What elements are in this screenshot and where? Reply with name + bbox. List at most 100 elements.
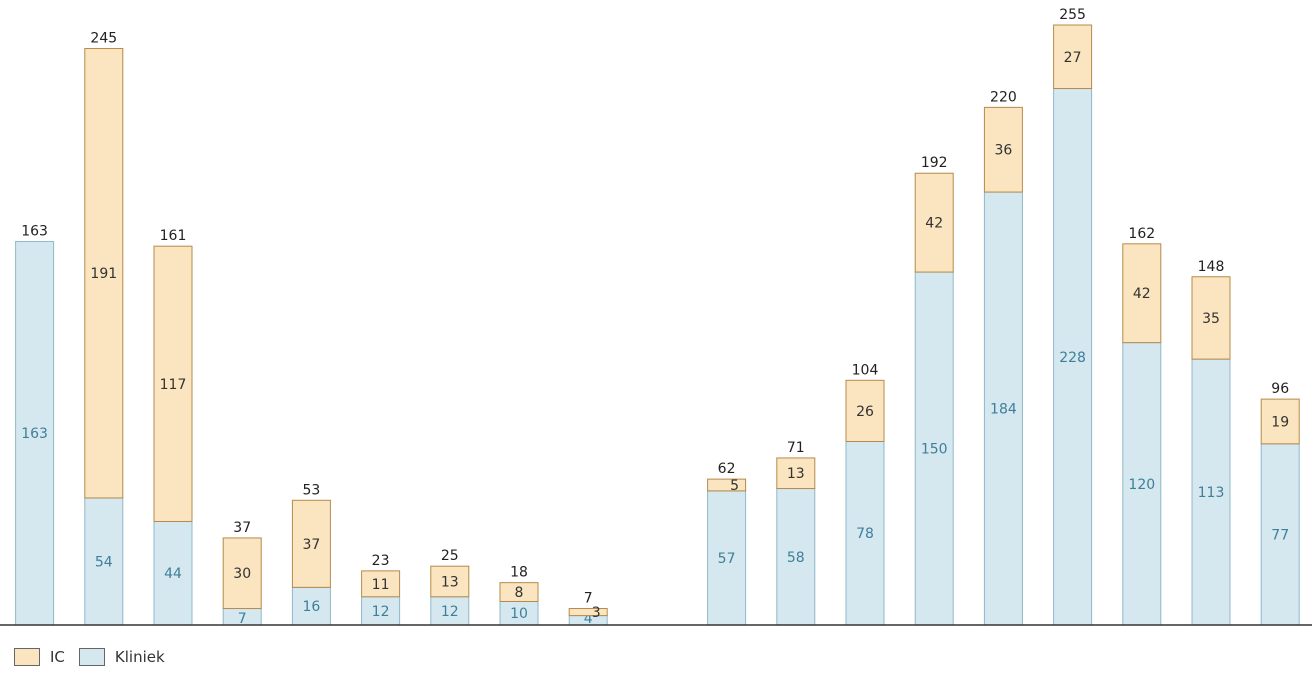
bar-label-ic-18: 19 (1271, 414, 1289, 430)
bar-label-ic-7: 8 (515, 585, 524, 601)
bar-label-kliniek-4: 16 (302, 599, 320, 615)
legend-label-kliniek: Kliniek (114, 648, 165, 666)
bar-total-label-7: 18 (510, 565, 528, 581)
bar-kliniek-1 (84, 497, 124, 626)
legend-swatch-kliniek (78, 648, 105, 666)
bar-label-kliniek-3: 7 (238, 611, 247, 627)
bar-ic-1 (84, 48, 124, 499)
bar-total-label-5: 23 (372, 553, 390, 569)
bar-label-kliniek-8: 4 (584, 611, 593, 627)
bar-ic-4 (291, 499, 331, 588)
bar-kliniek-13 (914, 271, 954, 626)
bar-total-label-2: 161 (160, 228, 187, 244)
bar-total-label-3: 37 (233, 520, 251, 536)
bar-label-ic-5: 11 (372, 577, 390, 593)
bar-label-kliniek-10: 57 (718, 551, 736, 567)
bar-kliniek-0 (15, 240, 55, 626)
bar-label-ic-4: 37 (302, 537, 320, 553)
bar-total-label-18: 96 (1271, 381, 1289, 397)
bar-total-label-15: 255 (1059, 7, 1086, 23)
bar-label-ic-11: 13 (787, 466, 805, 482)
bar-label-ic-1: 191 (90, 266, 117, 282)
x-tick-label-17: Week 46 (1183, 639, 1239, 640)
x-tick-label-13: Week 42 (906, 639, 962, 640)
bar-ic-15 (1053, 24, 1093, 90)
bar-total-label-16: 162 (1128, 226, 1155, 242)
x-tick-label-8: Week 21 (560, 639, 616, 640)
x-tick-label-1: Week 14 (76, 639, 132, 640)
bar-label-kliniek-18: 77 (1271, 527, 1289, 543)
bar-label-ic-14: 36 (994, 143, 1012, 159)
bar-kliniek-11 (776, 488, 816, 626)
x-tick-label-3: Week 16 (214, 639, 270, 640)
bar-label-kliniek-2: 44 (164, 566, 182, 582)
x-tick-label-5: Week 18 (352, 639, 408, 640)
x-tick-label-12: Week 41 (837, 639, 893, 640)
bar-total-label-1: 245 (90, 31, 117, 47)
bar-label-kliniek-12: 78 (856, 526, 874, 542)
x-tick-label-0: Week 13 (6, 639, 62, 640)
bar-total-label-13: 192 (921, 155, 948, 171)
bar-ic-5 (361, 570, 401, 598)
bar-label-kliniek-17: 113 (1198, 485, 1225, 501)
bar-label-ic-3: 30 (233, 566, 251, 582)
bar-ic-17 (1191, 276, 1231, 360)
bar-label-ic-15: 27 (1064, 50, 1082, 66)
legend: IC Kliniek (14, 648, 179, 666)
bar-kliniek-14 (983, 191, 1023, 626)
bar-label-kliniek-7: 10 (510, 606, 528, 622)
bar-total-label-17: 148 (1198, 259, 1225, 275)
stacked-bar-chart: 163163Week 1354191245Week 1444117161Week… (0, 7, 1312, 640)
bar-label-ic-12: 26 (856, 404, 874, 420)
bar-ic-11 (776, 457, 816, 490)
bar-total-label-8: 7 (584, 591, 593, 607)
bar-ic-2 (153, 245, 193, 522)
legend-label-ic: IC (50, 648, 65, 666)
x-tick-label-7: Week 20 (491, 639, 547, 640)
bar-label-ic-8: 3 (592, 605, 601, 621)
bar-label-ic-16: 42 (1133, 286, 1151, 302)
bar-kliniek-2 (153, 520, 193, 626)
bar-total-label-4: 53 (302, 482, 320, 498)
bar-label-kliniek-6: 12 (441, 604, 459, 620)
bar-ic-3 (222, 537, 262, 610)
bar-ic-7 (499, 582, 539, 602)
bar-label-kliniek-13: 150 (921, 442, 948, 458)
bar-total-label-11: 71 (787, 440, 805, 456)
bar-total-label-14: 220 (990, 89, 1017, 105)
bar-label-kliniek-0: 163 (21, 426, 48, 442)
x-tick-label-14: Week 43 (975, 639, 1031, 640)
x-tick-label-4: Week 17 (283, 639, 339, 640)
x-tick-label-11: Week 40 (768, 639, 824, 640)
bar-kliniek-15 (1053, 88, 1093, 626)
bar-label-ic-10: 5 (730, 478, 739, 494)
bar-ic-13 (914, 172, 954, 273)
legend-swatch-ic (14, 648, 40, 666)
bar-total-label-6: 25 (441, 548, 459, 564)
bar-label-kliniek-14: 184 (990, 402, 1017, 418)
x-tick-label-15: Week 44 (1044, 639, 1100, 640)
bar-ic-10 (707, 478, 747, 492)
bar-label-kliniek-11: 58 (787, 550, 805, 566)
bar-label-kliniek-5: 12 (372, 604, 390, 620)
x-tick-label-18: Week 47 (1252, 639, 1308, 640)
bar-ic-16 (1122, 243, 1162, 344)
bar-label-kliniek-1: 54 (95, 554, 113, 570)
bar-kliniek-12 (845, 440, 885, 626)
bar-label-kliniek-15: 228 (1059, 350, 1086, 366)
bar-kliniek-10 (707, 490, 747, 626)
bar-label-ic-17: 35 (1202, 311, 1220, 327)
bar-total-label-0: 163 (21, 223, 48, 239)
x-tick-label-2: Week 15 (145, 639, 201, 640)
bar-ic-8 (568, 608, 608, 617)
bar-label-ic-6: 13 (441, 574, 459, 590)
legend-item-ic: IC (14, 648, 65, 666)
bar-label-ic-13: 42 (925, 216, 943, 232)
bar-label-kliniek-16: 120 (1128, 477, 1155, 493)
bar-total-label-10: 62 (718, 461, 736, 477)
bar-ic-14 (983, 106, 1023, 193)
bar-ic-6 (430, 565, 470, 598)
legend-item-kliniek: Kliniek (78, 648, 165, 666)
x-tick-label-16: Week 45 (1114, 639, 1170, 640)
bar-kliniek-5 (361, 596, 401, 626)
